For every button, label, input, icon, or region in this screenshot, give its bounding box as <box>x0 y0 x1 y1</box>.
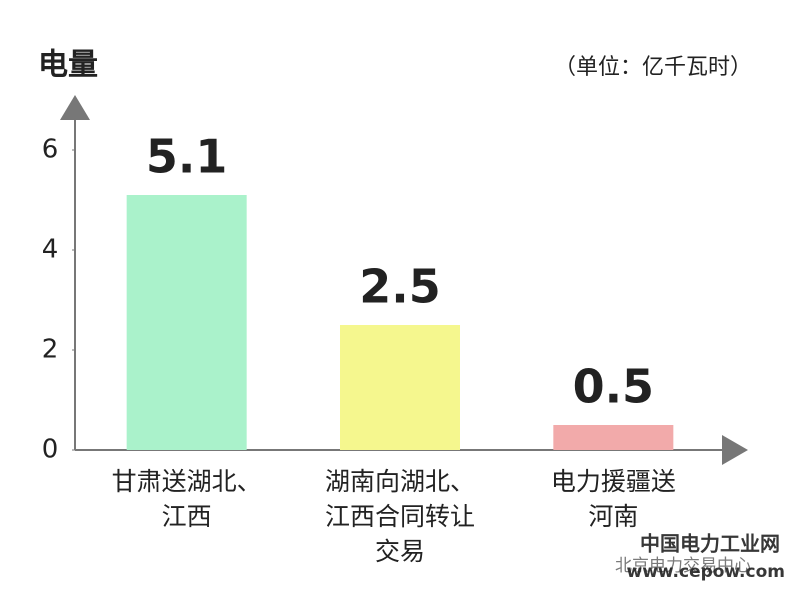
x-axis-arrow <box>722 435 748 465</box>
x-tick-label: 江西合同转让 <box>325 502 475 531</box>
unit-note: （单位：亿千瓦时） <box>554 55 752 80</box>
watermark: 中国电力工业网 <box>640 532 780 556</box>
bar <box>126 195 247 450</box>
bar <box>553 425 674 450</box>
watermark: www.cepow.com <box>627 562 786 582</box>
watermark: 北京电力交易中心 <box>615 556 751 576</box>
x-tick-label: 湖南向湖北、 <box>325 467 475 496</box>
value-label: 0.5 <box>573 360 655 414</box>
x-tick-label: 河南 <box>588 502 638 531</box>
y-tick-label: 6 <box>42 135 59 165</box>
value-label: 5.1 <box>146 130 228 184</box>
x-tick-label: 交易 <box>375 537 425 566</box>
x-tick-label: 甘肃送湖北、 <box>112 467 262 496</box>
y-axis-title: 电量 <box>38 48 98 83</box>
value-label: 2.5 <box>359 260 441 314</box>
y-tick-label: 4 <box>42 235 59 265</box>
y-tick-label: 0 <box>42 435 59 465</box>
x-tick-label: 电力援疆送 <box>551 467 676 496</box>
bar <box>340 325 460 450</box>
y-tick-label: 2 <box>42 335 59 365</box>
y-axis-arrow <box>60 95 90 120</box>
x-tick-label: 江西 <box>162 502 212 531</box>
